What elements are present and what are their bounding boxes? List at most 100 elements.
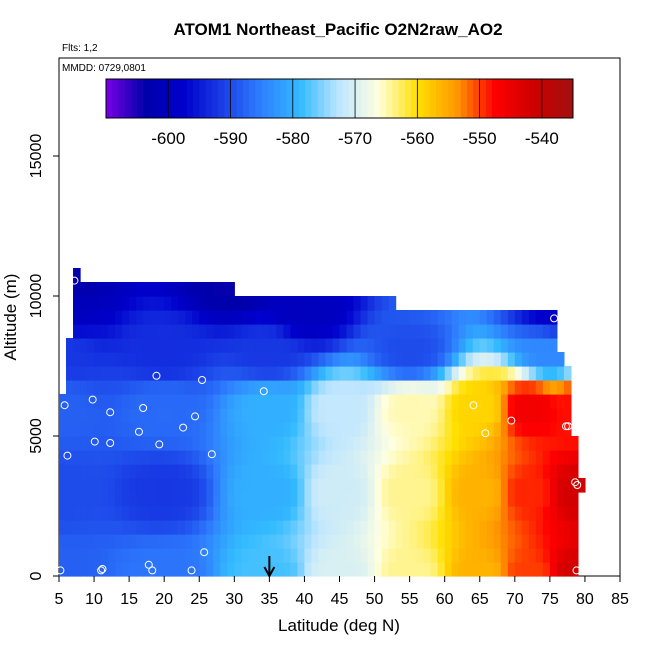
heatmap-cell (388, 562, 397, 577)
heatmap-cell (199, 478, 207, 493)
heatmap-cell (409, 310, 418, 325)
heatmap-cell (297, 422, 306, 437)
heatmap-cell (269, 548, 277, 563)
heatmap-cell (80, 408, 88, 423)
heatmap-cell (388, 450, 397, 465)
heatmap-cell (535, 534, 544, 549)
colorbar-segment (398, 79, 406, 118)
heatmap-cell (304, 324, 313, 339)
dates-annotation: MMDD: 0729,0801 (62, 63, 146, 74)
heatmap-cell (129, 282, 137, 297)
heatmap-cell (122, 366, 130, 381)
heatmap-cell (276, 408, 284, 423)
colorbar-segment (168, 79, 175, 118)
heatmap-cell (269, 296, 277, 311)
heatmap-cell (353, 366, 362, 381)
heatmap-cell (486, 562, 495, 577)
heatmap-cell (346, 366, 355, 381)
heatmap-cell (346, 310, 355, 325)
heatmap-cell (185, 436, 193, 451)
heatmap-cell (353, 436, 362, 451)
heatmap-cell (395, 562, 404, 577)
heatmap-cell (430, 422, 439, 437)
heatmap-cell (143, 324, 151, 339)
heatmap-cell (472, 562, 481, 577)
colorbar-segment (118, 79, 126, 118)
heatmap-cell (262, 492, 270, 507)
heatmap-cell (500, 394, 509, 409)
heatmap-cell (360, 422, 369, 437)
heatmap-cell (381, 408, 390, 423)
heatmap-cell (73, 296, 81, 311)
heatmap-cell (241, 296, 249, 311)
heatmap-cell (514, 464, 523, 479)
heatmap-cell (346, 450, 355, 465)
heatmap-cell (80, 296, 88, 311)
heatmap-cell (486, 408, 495, 423)
colorbar-segment (249, 79, 256, 118)
heatmap-cell (374, 422, 383, 437)
heatmap-cell (437, 310, 446, 325)
heatmap-cell (192, 492, 200, 507)
heatmap-cell (234, 422, 242, 437)
heatmap-cell (129, 534, 137, 549)
heatmap-cell (409, 464, 418, 479)
heatmap-cell (269, 506, 277, 521)
heatmap-cell (423, 422, 432, 437)
heatmap-cell (479, 562, 488, 577)
heatmap-cell (185, 478, 193, 493)
heatmap-cell (234, 324, 242, 339)
heatmap-cell (521, 324, 530, 339)
heatmap-cell (360, 324, 369, 339)
heatmap-cell (66, 380, 74, 395)
heatmap-cell (332, 366, 341, 381)
heatmap-cell (248, 464, 256, 479)
heatmap-cell (122, 562, 130, 577)
heatmap-cell (122, 408, 130, 423)
heatmap-cell (73, 478, 81, 493)
heatmap-cell (262, 436, 270, 451)
heatmap-cell (367, 534, 376, 549)
heatmap-cell (402, 380, 411, 395)
heatmap-cell (171, 296, 179, 311)
heatmap-cell (451, 534, 460, 549)
heatmap-cell (381, 436, 390, 451)
heatmap-cell (73, 394, 81, 409)
heatmap-cell (297, 534, 306, 549)
heatmap-cell (150, 352, 158, 367)
heatmap-cell (178, 506, 186, 521)
heatmap-cell (192, 450, 200, 465)
heatmap-cell (444, 394, 453, 409)
heatmap-cell (402, 310, 411, 325)
heatmap-cell (255, 408, 263, 423)
heatmap-cell (276, 548, 284, 563)
heatmap-cell (87, 296, 95, 311)
heatmap-cell (59, 450, 67, 465)
heatmap-cell (150, 422, 158, 437)
heatmap-cell (535, 310, 544, 325)
heatmap-cell (164, 366, 172, 381)
heatmap-cell (304, 464, 313, 479)
heatmap-cell (269, 422, 277, 437)
heatmap-cell (304, 366, 313, 381)
heatmap-cell (535, 520, 544, 535)
heatmap-cell (395, 464, 404, 479)
heatmap-cell (465, 436, 474, 451)
heatmap-cell (570, 464, 579, 479)
heatmap-cell (241, 394, 249, 409)
heatmap-cell (213, 464, 221, 479)
heatmap-cell (374, 408, 383, 423)
heatmap-cell (542, 478, 551, 493)
heatmap-cell (220, 562, 228, 577)
heatmap-cell (136, 422, 144, 437)
heatmap-cell (395, 352, 404, 367)
heatmap-cell (430, 450, 439, 465)
heatmap-cell (206, 296, 214, 311)
heatmap-cell (549, 324, 558, 339)
heatmap-cell (87, 310, 95, 325)
heatmap-cell (381, 394, 390, 409)
heatmap-cell (556, 520, 565, 535)
heatmap-cell (458, 380, 467, 395)
heatmap-cell (87, 436, 95, 451)
heatmap-cell (353, 310, 362, 325)
